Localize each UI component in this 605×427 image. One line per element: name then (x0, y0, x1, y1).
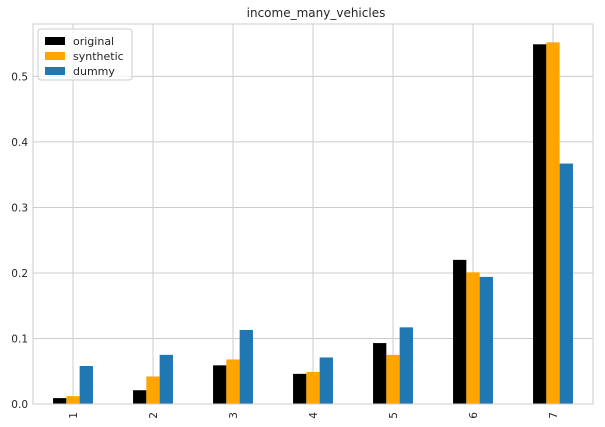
bar-synthetic-4 (306, 371, 320, 404)
plot-frame (32, 23, 594, 405)
bar-synthetic-5 (386, 354, 400, 404)
x-tick-label: 1 (68, 412, 80, 419)
bar-original-7 (533, 44, 547, 405)
bar-synthetic-3 (226, 359, 240, 404)
y-tick-label: 0.1 (11, 333, 28, 345)
bar-original-5 (373, 343, 387, 404)
bar-dummy-3 (239, 329, 253, 404)
legend-label-synthetic: synthetic (73, 50, 124, 63)
bar-original-2 (133, 390, 147, 404)
y-tick-label: 0.3 (11, 202, 28, 214)
bar-original-1 (53, 398, 67, 404)
legend: original synthetic dummy (37, 28, 133, 81)
bar-synthetic-7 (546, 42, 560, 405)
bar-original-3 (213, 365, 227, 404)
bar-synthetic-2 (146, 376, 160, 404)
bar-dummy-7 (559, 163, 573, 404)
legend-swatch-dummy (45, 67, 65, 75)
bar-dummy-6 (479, 276, 493, 404)
y-axis-ticks: 0.0 0.1 0.2 0.3 0.4 0.5 (11, 71, 28, 411)
legend-swatch-original (45, 37, 65, 45)
x-axis-ticks: 1 2 3 4 5 6 7 (68, 412, 560, 419)
y-tick-label: 0.5 (11, 71, 28, 83)
gridlines (33, 24, 593, 405)
bar-synthetic-6 (466, 272, 480, 404)
y-tick-label: 0.2 (11, 268, 28, 280)
bar-dummy-5 (399, 327, 413, 404)
y-tick-label: 0.4 (11, 137, 28, 149)
chart-title: income_many_vehicles (247, 6, 386, 20)
bar-original-6 (453, 259, 467, 404)
bar-synthetic-1 (66, 396, 80, 404)
bar-dummy-2 (159, 354, 173, 404)
bars (53, 42, 573, 405)
y-tick-label: 0.0 (11, 399, 28, 411)
bar-original-4 (293, 373, 307, 404)
x-tick-label: 3 (228, 412, 240, 419)
legend-swatch-synthetic (45, 52, 65, 60)
legend-label-original: original (73, 35, 114, 48)
x-tick-label: 4 (308, 412, 320, 419)
x-tick-label: 7 (548, 412, 560, 419)
x-tick-label: 6 (468, 412, 480, 419)
x-tick-label: 2 (148, 412, 160, 419)
bar-dummy-4 (319, 357, 333, 404)
x-tick-label: 5 (388, 412, 400, 419)
bar-dummy-1 (79, 366, 93, 404)
legend-label-dummy: dummy (73, 65, 115, 78)
